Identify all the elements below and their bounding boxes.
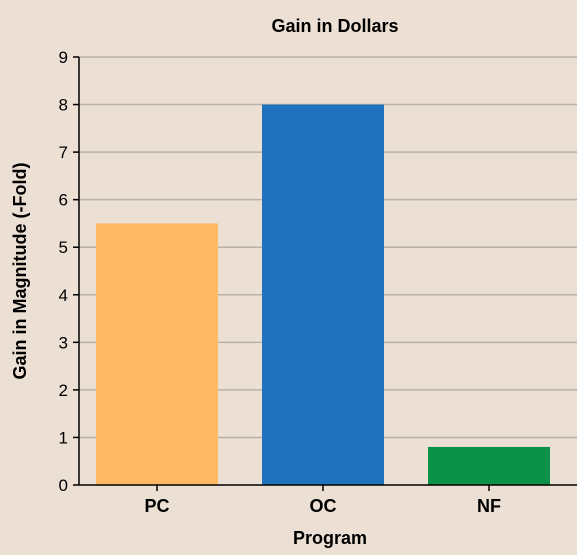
x-tick-labels: PC OC NF: [144, 485, 501, 516]
bar-oc: [262, 104, 384, 486]
bars: [96, 104, 550, 486]
y-tick-label: 3: [59, 333, 68, 352]
x-axis-label: Program: [293, 528, 367, 548]
y-tick-label: 2: [59, 381, 68, 400]
chart-title: Gain in Dollars: [271, 16, 398, 36]
y-tick-label: 5: [59, 238, 68, 257]
y-tick-label: 7: [59, 143, 68, 162]
x-tick-label: PC: [144, 496, 169, 516]
y-tick-label: 0: [59, 476, 68, 495]
y-tick-label: 4: [59, 286, 68, 305]
y-axis-label: Gain in Magnitude (-Fold): [10, 163, 30, 380]
x-tick-label: OC: [310, 496, 337, 516]
bar-pc: [96, 223, 218, 485]
bar-nf: [428, 446, 550, 485]
y-tick-label: 6: [59, 191, 68, 210]
y-tick-labels: 0 1 2 3 4 5 6 7 8 9: [59, 48, 79, 495]
y-tick-label: 1: [59, 428, 68, 447]
y-tick-label: 9: [59, 48, 68, 67]
x-tick-label: NF: [477, 496, 501, 516]
axes: [78, 57, 577, 486]
y-tick-label: 8: [59, 96, 68, 115]
